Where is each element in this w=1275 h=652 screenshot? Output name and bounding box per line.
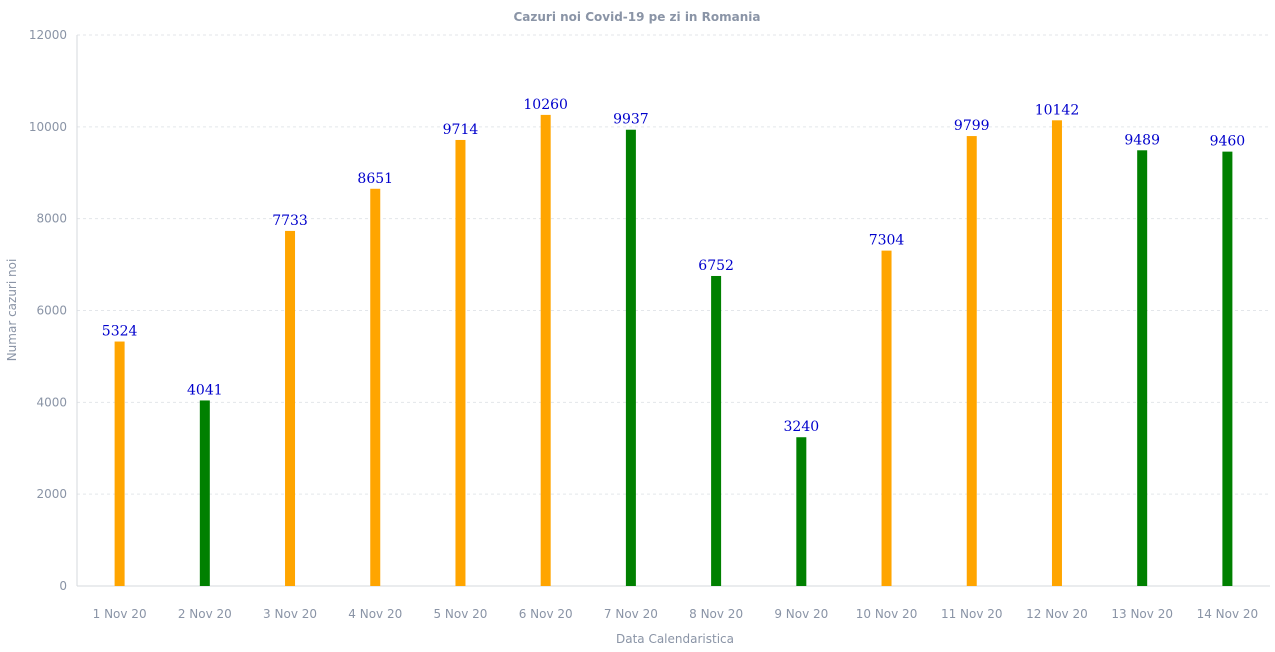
bar — [199, 400, 210, 586]
data-label: 9460 — [1210, 134, 1246, 150]
data-label: 9714 — [443, 122, 479, 138]
x-tick-label: 12 Nov 20 — [1026, 607, 1088, 621]
data-label: 10260 — [523, 97, 568, 113]
bar — [711, 275, 722, 586]
y-tick-label: 6000 — [36, 304, 67, 318]
x-tick-label: 13 Nov 20 — [1111, 607, 1173, 621]
y-tick-label: 4000 — [36, 395, 67, 409]
bar — [455, 139, 466, 586]
y-tick-label: 2000 — [36, 487, 67, 501]
bar — [625, 129, 636, 587]
x-tick-label: 10 Nov 20 — [856, 607, 918, 621]
x-tick-label: 4 Nov 20 — [348, 607, 402, 621]
data-label: 4041 — [187, 382, 223, 398]
data-label: 8651 — [357, 171, 393, 187]
x-tick-label: 1 Nov 20 — [93, 607, 147, 621]
x-tick-label: 6 Nov 20 — [519, 607, 573, 621]
bars — [114, 114, 1233, 587]
x-tick-label: 7 Nov 20 — [604, 607, 658, 621]
data-label: 6752 — [698, 258, 734, 274]
chart-title: Cazuri noi Covid-19 pe zi in Romania — [513, 10, 760, 24]
grid — [76, 34, 1270, 587]
bar — [114, 341, 125, 586]
data-label: 7304 — [869, 233, 905, 249]
data-label: 10142 — [1035, 102, 1080, 118]
bar — [796, 437, 807, 586]
x-axis-ticks: 1 Nov 20 2 Nov 20 3 Nov 20 4 Nov 20 5 Nov 20… — [93, 607, 1259, 621]
data-label: 7733 — [272, 213, 308, 229]
data-label: 9937 — [613, 112, 649, 128]
bar — [1137, 150, 1148, 586]
x-tick-label: 3 Nov 20 — [263, 607, 317, 621]
y-tick-label: 8000 — [36, 212, 67, 226]
y-axis-label: Numar cazuri noi — [5, 259, 19, 362]
bar — [881, 250, 892, 586]
bar — [370, 188, 381, 587]
x-tick-label: 11 Nov 20 — [941, 607, 1003, 621]
data-label: 9489 — [1124, 132, 1160, 148]
data-label: 9799 — [954, 118, 990, 134]
x-tick-label: 8 Nov 20 — [689, 607, 743, 621]
bar — [1222, 151, 1233, 586]
bar — [285, 230, 296, 586]
data-label: 5324 — [102, 324, 138, 340]
y-tick-label: 12000 — [29, 28, 67, 42]
bar — [1051, 120, 1062, 586]
x-tick-label: 9 Nov 20 — [774, 607, 828, 621]
bar — [540, 114, 551, 587]
y-tick-label: 0 — [59, 579, 67, 593]
x-tick-label: 14 Nov 20 — [1197, 607, 1259, 621]
y-tick-label: 10000 — [29, 120, 67, 134]
x-axis-label: Data Calendaristica — [616, 632, 734, 646]
x-tick-label: 5 Nov 20 — [433, 607, 487, 621]
bar — [966, 136, 977, 587]
data-labels: 5324 4041 7733 8651 9714 10260 9937 6752 3240 730… — [102, 97, 1245, 435]
data-label: 3240 — [784, 419, 820, 435]
y-axis-ticks: 0 2000 4000 6000 8000 10000 12000 — [29, 28, 67, 593]
x-tick-label: 2 Nov 20 — [178, 607, 232, 621]
